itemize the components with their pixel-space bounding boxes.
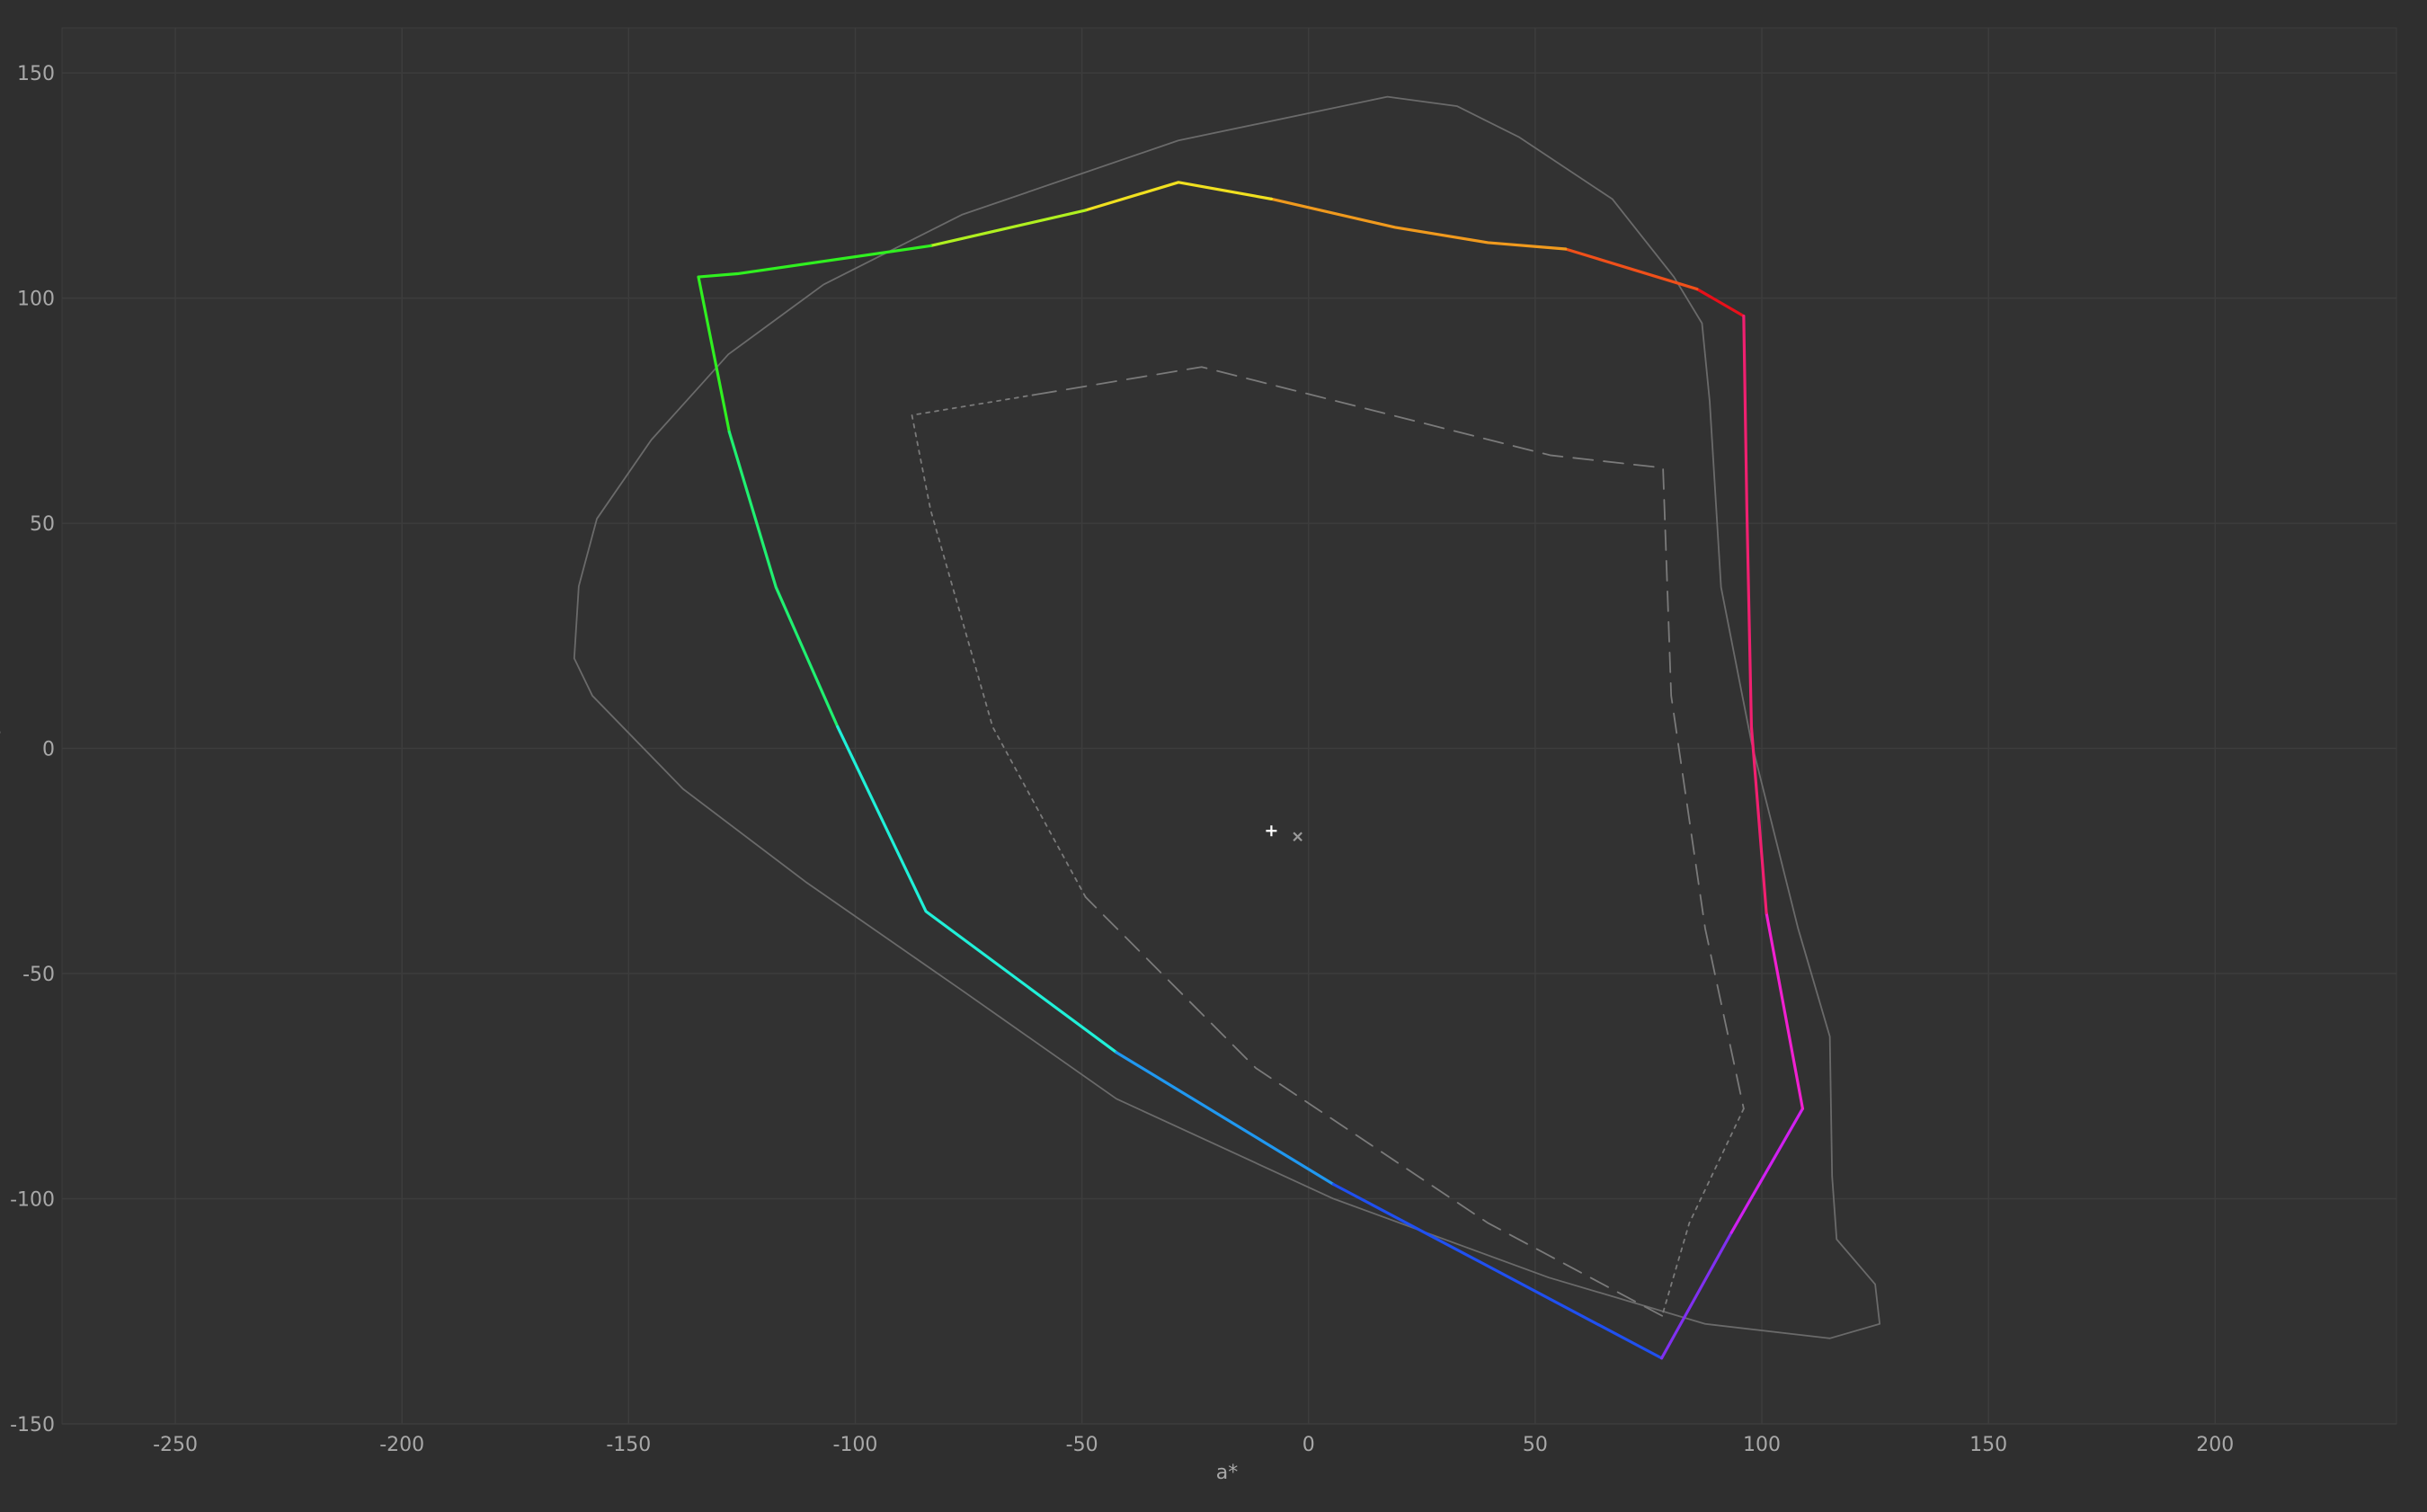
plot-area bbox=[61, 27, 2397, 1425]
series-line bbox=[1661, 1107, 1745, 1317]
x-tick-label: 100 bbox=[1743, 1434, 1781, 1456]
series-line bbox=[1331, 1182, 1664, 1360]
x-tick-label: 0 bbox=[1302, 1434, 1315, 1456]
series-line bbox=[1269, 197, 1568, 251]
y-tick-label: 150 bbox=[17, 63, 55, 85]
series-line bbox=[1036, 366, 1745, 1110]
series-line bbox=[697, 244, 932, 433]
series-line bbox=[911, 393, 1087, 898]
series-line bbox=[1742, 315, 1768, 914]
x-tick-label: -150 bbox=[606, 1434, 651, 1456]
series-line bbox=[1115, 1051, 1336, 1187]
y-tick-label: 0 bbox=[42, 739, 55, 761]
x-tick-label: -50 bbox=[1066, 1434, 1098, 1456]
x-tick-label: 200 bbox=[2196, 1434, 2234, 1456]
y-tick-label: -50 bbox=[22, 964, 55, 986]
series-line bbox=[727, 430, 840, 729]
series-line bbox=[929, 209, 1088, 248]
x-tick-label: 50 bbox=[1523, 1434, 1548, 1456]
x-tick-label: -250 bbox=[153, 1434, 198, 1456]
y-axis-label: b* bbox=[0, 717, 5, 740]
x-tick-label: 150 bbox=[1969, 1434, 2007, 1456]
series-line bbox=[1564, 247, 1699, 291]
series-line bbox=[1765, 911, 1804, 1110]
y-tick-label: -150 bbox=[10, 1414, 55, 1436]
y-tick-label: 50 bbox=[30, 513, 55, 536]
series-line bbox=[573, 95, 1881, 1339]
x-tick-label: -200 bbox=[379, 1434, 424, 1456]
series-line bbox=[836, 725, 1118, 1054]
y-tick-label: -100 bbox=[10, 1189, 55, 1212]
series-line bbox=[1084, 181, 1273, 212]
marker bbox=[1293, 832, 1302, 842]
series-line bbox=[1084, 895, 1663, 1317]
x-tick-label: -100 bbox=[833, 1434, 878, 1456]
series-line bbox=[1659, 1231, 1733, 1360]
marker bbox=[1266, 825, 1277, 837]
series-line bbox=[1729, 1107, 1804, 1234]
y-tick-label: 100 bbox=[17, 289, 55, 311]
series-line bbox=[1695, 287, 1746, 318]
x-axis-label: a* bbox=[1216, 1462, 1238, 1484]
